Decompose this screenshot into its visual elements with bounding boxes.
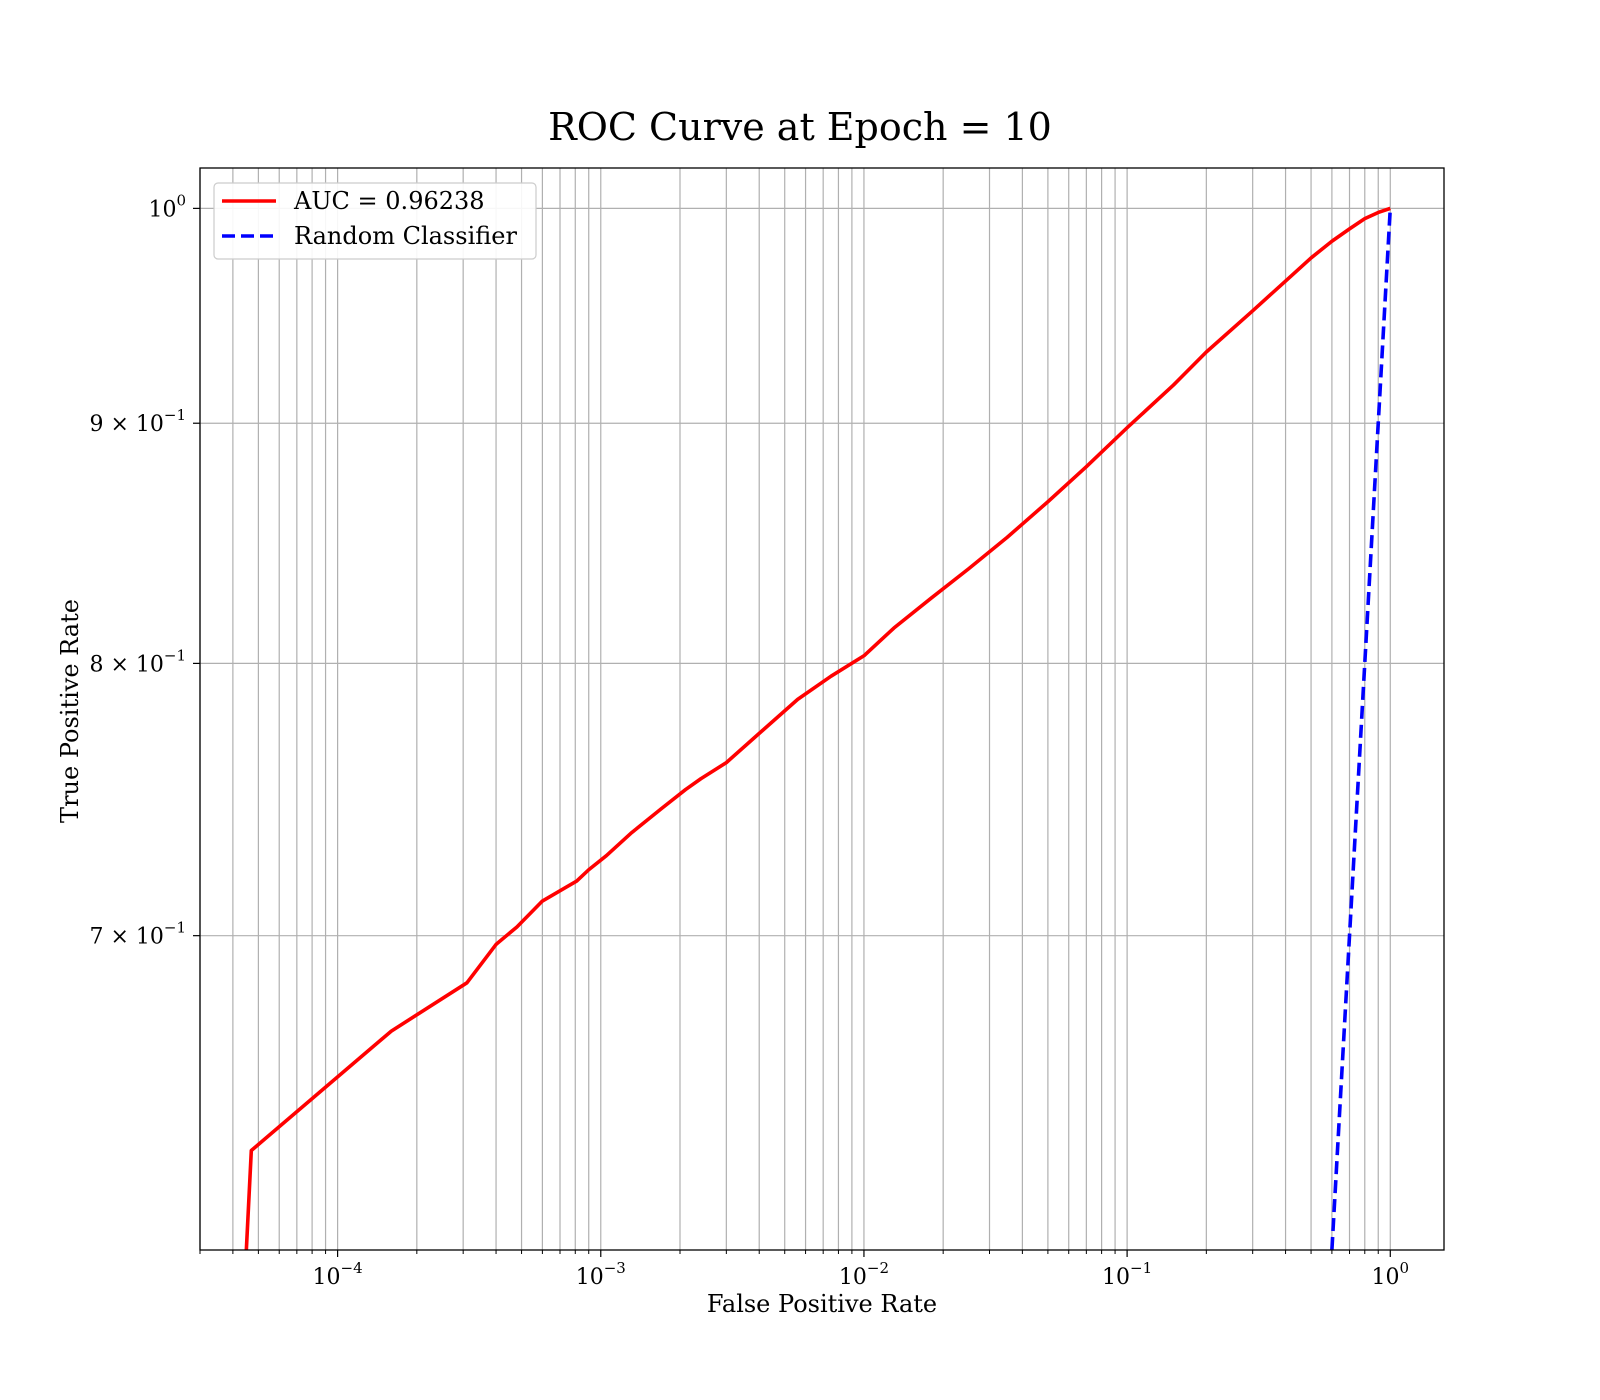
- x-axis-label: False Positive Rate: [707, 1290, 937, 1318]
- legend: AUC = 0.96238 Random Classifier: [213, 182, 537, 260]
- x-tick-label: 10−3: [576, 1259, 626, 1290]
- x-axis-ticks: 10−4 10−3 10−2 10−1 100: [199, 1250, 1410, 1290]
- plot-area-frame: [199, 167, 1445, 1251]
- y-axis-ticks: 7 × 10−1 8 × 10−1 9 × 10−1 100: [89, 191, 200, 950]
- y-tick-label: 7 × 10−1: [89, 919, 186, 950]
- y-tick-label: 8 × 10−1: [89, 646, 186, 677]
- x-tick-label: 100: [1372, 1259, 1410, 1290]
- y-tick-label: 100: [148, 191, 186, 222]
- x-tick-label: 10−1: [1102, 1259, 1152, 1290]
- random-classifier-line: [1330, 208, 1393, 1250]
- legend-label-random: Random Classifier: [294, 222, 517, 250]
- y-tick-label: 9 × 10−1: [89, 406, 186, 437]
- grid-lines: [199, 168, 1444, 1250]
- legend-label-auc: AUC = 0.96238: [293, 187, 485, 215]
- roc-curve-line: [244, 206, 1391, 1250]
- series-layer: [244, 206, 1393, 1250]
- x-tick-label: 10−4: [313, 1259, 363, 1290]
- y-axis-label: True Positive Rate: [56, 599, 84, 823]
- chart-title: ROC Curve at Epoch = 10: [548, 105, 1052, 149]
- x-tick-label: 10−2: [839, 1259, 889, 1290]
- legend-box: [213, 182, 537, 260]
